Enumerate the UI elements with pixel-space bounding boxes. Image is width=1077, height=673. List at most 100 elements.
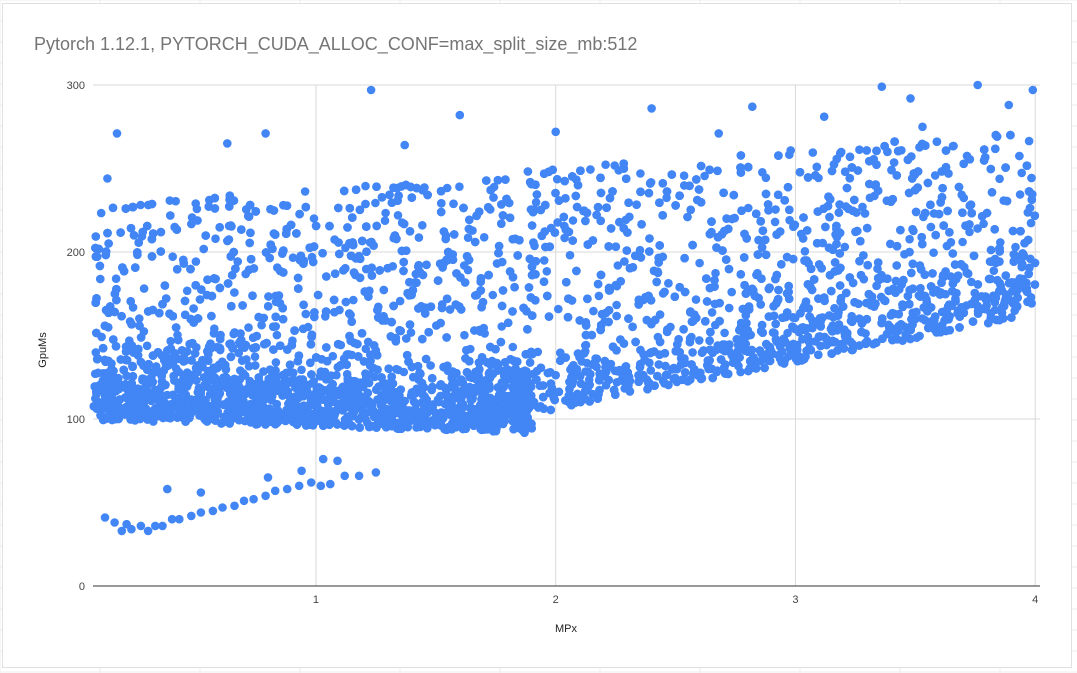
- data-point: [634, 371, 643, 380]
- data-point: [688, 348, 697, 357]
- data-point: [625, 212, 634, 222]
- data-point: [463, 265, 473, 275]
- data-point: [863, 260, 872, 270]
- data-point: [818, 238, 827, 248]
- data-point: [311, 221, 321, 231]
- data-point: [227, 270, 237, 280]
- data-point: [842, 288, 851, 298]
- data-point: [510, 364, 520, 374]
- data-point: [366, 356, 375, 366]
- data-point: [343, 223, 352, 232]
- data-point: [679, 325, 688, 334]
- data-point: [937, 167, 947, 176]
- data-point: [855, 145, 864, 154]
- data-point: [415, 368, 424, 378]
- data-point: [997, 308, 1007, 318]
- data-point: [892, 261, 901, 270]
- data-point: [244, 323, 253, 332]
- data-point: [442, 333, 451, 342]
- data-point: [372, 182, 381, 191]
- data-point: [192, 204, 202, 214]
- data-point: [392, 364, 401, 374]
- data-point: [802, 226, 812, 235]
- data-point: [908, 259, 918, 269]
- data-point: [965, 155, 975, 164]
- data-point: [234, 348, 243, 358]
- data-point: [166, 336, 175, 346]
- data-point: [990, 225, 999, 234]
- data-point: [542, 267, 552, 276]
- data-point: [322, 272, 331, 281]
- data-point: [126, 297, 135, 306]
- data-point: [907, 268, 916, 278]
- data-point: [393, 211, 403, 220]
- data-point: [361, 199, 370, 209]
- data-point: [632, 200, 641, 209]
- data-point: [345, 203, 355, 213]
- data-point: [139, 284, 149, 293]
- data-point: [479, 233, 489, 242]
- data-point: [705, 336, 714, 346]
- data-point: [361, 181, 370, 191]
- data-point: [724, 264, 734, 274]
- data-point: [631, 251, 640, 261]
- data-point: [422, 260, 431, 270]
- data-point: [967, 277, 976, 287]
- data-point: [605, 193, 615, 203]
- data-point: [96, 274, 105, 284]
- data-point: [773, 190, 783, 200]
- data-point: [945, 228, 954, 237]
- data-point: [636, 169, 645, 178]
- data-point: [257, 320, 266, 330]
- data-point: [620, 257, 629, 266]
- data-point: [761, 173, 771, 183]
- data-point: [122, 402, 131, 412]
- data-point: [889, 158, 899, 167]
- data-point: [593, 279, 603, 289]
- data-point: [700, 171, 709, 181]
- data-point: [193, 216, 202, 225]
- data-point: [913, 167, 923, 176]
- data-point: [293, 273, 303, 283]
- data-point: [736, 318, 746, 328]
- data-point: [249, 264, 259, 273]
- data-point: [655, 337, 665, 347]
- data-point: [124, 340, 134, 350]
- data-point: [898, 336, 907, 345]
- data-point: [958, 237, 967, 247]
- data-point: [918, 239, 927, 249]
- data-point: [644, 188, 654, 198]
- data-point: [399, 367, 409, 377]
- data-point: [958, 208, 967, 217]
- data-point: [187, 356, 196, 365]
- data-point: [245, 238, 254, 248]
- data-point: [576, 379, 586, 389]
- data-point: [777, 260, 786, 269]
- data-point: [769, 311, 779, 321]
- data-point: [755, 346, 765, 355]
- data-point: [949, 141, 958, 151]
- data-point: [652, 277, 661, 287]
- data-point: [333, 420, 342, 429]
- x-tick-label: 4: [1032, 594, 1038, 606]
- data-point: [307, 370, 316, 379]
- data-point: [279, 200, 288, 210]
- data-point: [931, 230, 940, 240]
- data-point: [483, 203, 493, 212]
- data-point: [855, 256, 864, 266]
- data-point: [979, 219, 988, 229]
- data-point: [426, 361, 435, 370]
- data-point: [203, 275, 212, 285]
- data-point: [298, 324, 308, 334]
- data-point: [449, 199, 458, 209]
- data-point: [529, 238, 538, 247]
- data-point: [449, 230, 459, 239]
- data-point: [692, 175, 701, 184]
- data-point: [594, 291, 604, 301]
- data-point: [747, 284, 757, 294]
- data-point: [335, 249, 344, 259]
- data-point: [744, 203, 753, 213]
- data-point: [865, 156, 874, 166]
- data-point: [785, 205, 794, 215]
- x-tick-label: 3: [792, 594, 798, 606]
